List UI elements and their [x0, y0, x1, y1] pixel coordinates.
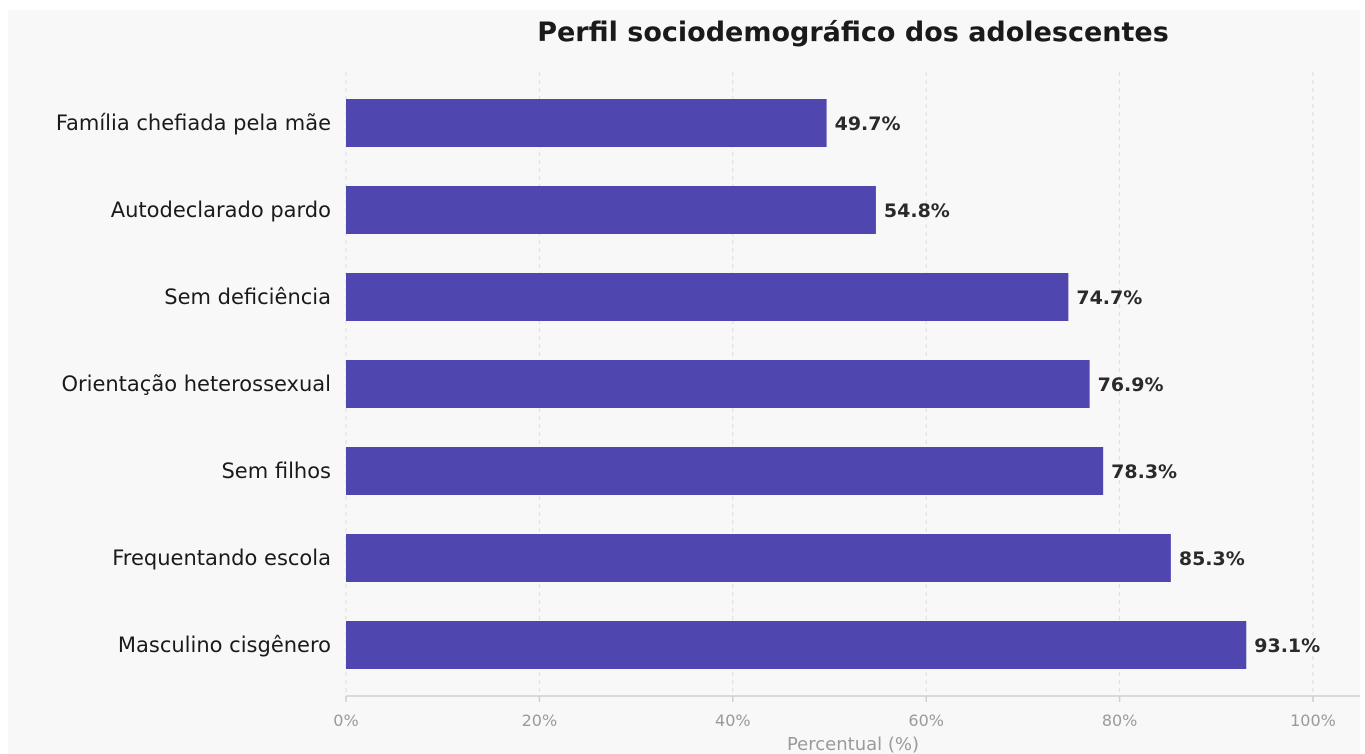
category-label: Família chefiada pela mãe	[56, 111, 331, 135]
category-label: Frequentando escola	[112, 546, 331, 570]
value-label: 49.7%	[835, 113, 901, 135]
value-labels: 49.7% 54.8% 74.7% 76.9% 78.3% 85.3% 93.1%	[835, 113, 1321, 657]
x-tick-label: 100%	[1290, 711, 1336, 730]
bar	[346, 360, 1090, 408]
category-label: Autodeclarado pardo	[111, 198, 331, 222]
category-label: Sem deficiência	[164, 285, 331, 309]
chart-title: Perfil sociodemográfico dos adolescentes	[537, 17, 1169, 48]
x-tick-label: 40%	[715, 711, 751, 730]
x-tick-label: 80%	[1102, 711, 1138, 730]
category-labels: Família chefiada pela mãe Autodeclarado p…	[56, 111, 331, 657]
value-label: 85.3%	[1179, 548, 1245, 570]
bar	[346, 273, 1069, 321]
value-label: 74.7%	[1076, 287, 1142, 309]
bar	[346, 447, 1104, 495]
value-label: 93.1%	[1254, 635, 1320, 657]
category-label: Masculino cisgênero	[118, 633, 331, 657]
x-axis-ticks: 0% 20% 40% 60% 80% 100%	[333, 696, 1336, 730]
category-label: Sem filhos	[221, 459, 331, 483]
value-label: 54.8%	[884, 200, 950, 222]
bar	[346, 621, 1247, 669]
bar	[346, 186, 876, 234]
x-tick-label: 60%	[908, 711, 944, 730]
x-tick-label: 0%	[333, 711, 358, 730]
bar	[346, 534, 1171, 582]
value-label: 78.3%	[1111, 461, 1177, 483]
bars	[346, 99, 1247, 669]
bar	[346, 99, 827, 147]
category-label: Orientação heterossexual	[61, 372, 331, 396]
x-tick-label: 20%	[522, 711, 558, 730]
x-axis-title: Percentual (%)	[787, 734, 919, 754]
value-label: 76.9%	[1098, 374, 1164, 396]
